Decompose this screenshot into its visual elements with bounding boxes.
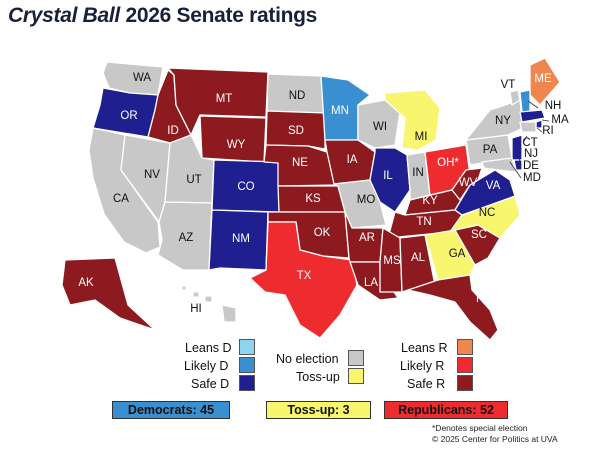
state-sd — [265, 110, 326, 150]
legend-swatch-no-election — [348, 350, 364, 366]
legend-swatch-safe-d — [239, 375, 255, 391]
state-label-nc: NC — [479, 207, 496, 219]
state-ak — [61, 257, 156, 331]
state-label-az: AZ — [179, 232, 194, 244]
copyright-note: © 2025 Center for Politics at UVA — [432, 434, 558, 444]
special-election-note: *Denotes special election — [432, 423, 528, 433]
total-republicans: Republicans: 52 — [384, 401, 508, 419]
state-ri — [535, 119, 543, 129]
state-label-ne: NE — [292, 157, 308, 169]
legend-label-likely-r: Likely R — [400, 359, 445, 373]
state-label-ms: MS — [383, 255, 401, 267]
state-md — [481, 157, 517, 173]
state-nm — [208, 209, 269, 271]
state-label-ut: UT — [186, 174, 201, 186]
state-label-ia: IA — [347, 154, 358, 166]
map-title: Crystal Ball 2026 Senate ratings — [8, 4, 317, 28]
state-label-ct: CT — [522, 137, 537, 149]
state-label-hi: HI — [190, 303, 202, 315]
state-label-mt: MT — [216, 93, 233, 105]
state-label-wi: WI — [373, 121, 387, 133]
state-label-wv: WV — [459, 177, 478, 189]
total-tossup: Toss-up: 3 — [266, 401, 371, 419]
state-wv — [451, 167, 483, 201]
state-label-ks: KS — [305, 193, 321, 205]
state-label-ok: OK — [314, 227, 331, 239]
legend-swatch-likely-r — [457, 357, 473, 373]
state-label-tn: TN — [416, 216, 431, 228]
state-label-nd: ND — [289, 90, 306, 102]
state-label-nj: NJ — [524, 148, 538, 160]
state-label-id: ID — [167, 125, 179, 137]
state-label-la: LA — [364, 277, 378, 289]
state-label-vt: VT — [501, 79, 516, 91]
legend-label-leans-r: Leans R — [401, 341, 448, 355]
state-label-mo: MO — [357, 194, 376, 206]
state-ma — [519, 109, 546, 123]
legend-label-safe-d: Safe D — [191, 377, 230, 391]
state-label-ga: GA — [449, 248, 466, 260]
state-label-tx: TX — [297, 270, 312, 282]
state-label-oh: OH* — [437, 157, 459, 169]
state-label-pa: PA — [483, 144, 498, 156]
title-rest: 2026 Senate ratings — [119, 4, 318, 27]
state-label-ak: AK — [78, 277, 94, 289]
state-label-fl: FL* — [476, 293, 494, 305]
legend-swatch-tossup — [348, 368, 364, 384]
state-label-mn: MN — [331, 105, 349, 117]
legend-swatch-leans-r — [457, 339, 473, 355]
state-label-nm: NM — [232, 233, 250, 245]
state-label-co: CO — [237, 181, 254, 193]
legend-label-likely-d: Likely D — [184, 359, 229, 373]
legend-label-safe-r: Safe R — [407, 377, 446, 391]
state-label-il: IL — [383, 170, 393, 182]
state-label-ma: MA — [551, 114, 569, 126]
label-leaders — [509, 100, 550, 179]
state-label-or: OR — [120, 110, 137, 122]
state-label-md: MD — [523, 172, 541, 184]
legend-label-tossup: Toss-up — [296, 370, 340, 384]
state-label-in: IN — [412, 167, 424, 179]
state-label-nh: NH — [545, 100, 562, 112]
state-label-me: ME — [534, 73, 552, 85]
state-vt — [509, 89, 521, 106]
legend-label-no-election: No election — [276, 352, 339, 366]
state-label-ar: AR — [359, 232, 375, 244]
state-label-sd: SD — [288, 125, 304, 137]
state-label-wy: WY — [227, 139, 246, 151]
legend-swatch-leans-d — [239, 339, 255, 355]
legend-label-leans-d: Leans D — [185, 341, 232, 355]
state-tx — [249, 221, 358, 339]
state-fl — [407, 274, 499, 341]
state-label-wa: WA — [133, 72, 151, 84]
state-label-ky: KY — [422, 195, 438, 207]
state-label-al: AL — [411, 252, 426, 264]
state-label-mi: MI — [415, 131, 428, 143]
state-nj — [511, 134, 523, 161]
total-democrats: Democrats: 45 — [112, 401, 230, 419]
state-ct — [519, 121, 537, 133]
legend-swatch-likely-d — [239, 357, 255, 373]
state-mi — [384, 89, 441, 151]
state-label-ny: NY — [495, 115, 511, 127]
state-ms — [379, 227, 403, 293]
state-label-va: VA — [486, 180, 501, 192]
state-label-de: DE — [523, 160, 539, 172]
state-label-ca: CA — [113, 193, 129, 205]
legend-swatch-safe-r — [457, 375, 473, 391]
state-label-sc: SC — [471, 229, 487, 241]
state-az — [157, 201, 213, 271]
title-italic: Crystal Ball — [8, 4, 120, 27]
state-label-nv: NV — [144, 169, 160, 181]
state-label-ri: RI — [542, 125, 554, 137]
state-hi — [181, 285, 237, 323]
state-ga — [424, 229, 476, 281]
